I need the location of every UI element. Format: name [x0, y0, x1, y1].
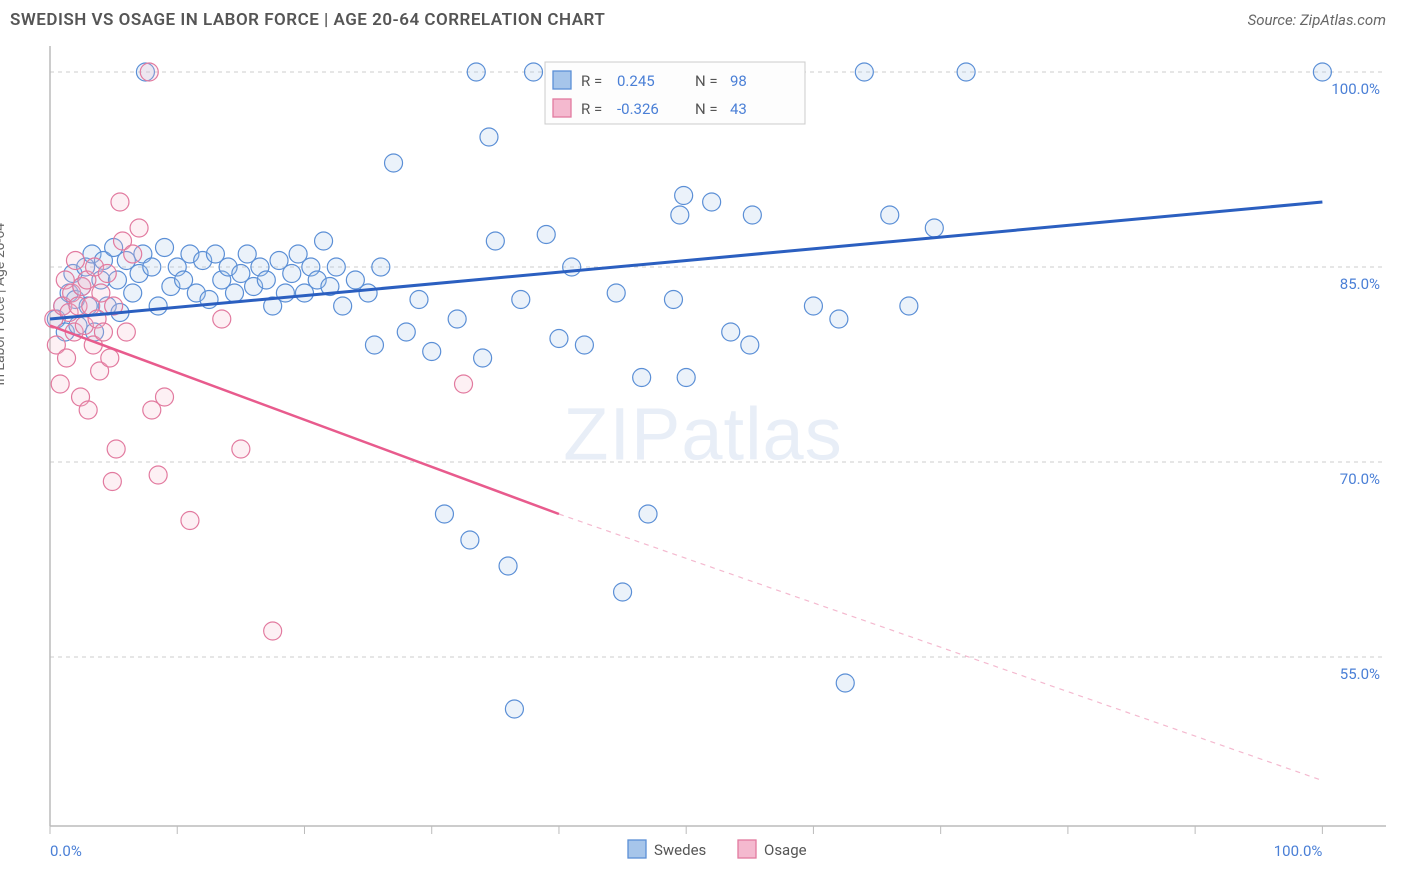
svg-text:100.0%: 100.0%	[1331, 80, 1380, 98]
svg-text:43: 43	[730, 100, 747, 118]
svg-text:N =: N =	[695, 72, 718, 90]
scatter-chart: 55.0% 70.0% 85.0% 100.0% 0.0% 100.0% R = 0.245 N…	[10, 36, 1396, 882]
svg-text:85.0%: 85.0%	[1340, 275, 1380, 293]
svg-text:0.245: 0.245	[617, 72, 655, 90]
svg-text:Osage: Osage	[764, 841, 807, 859]
svg-text:0.0%: 0.0%	[50, 842, 82, 860]
svg-text:Swedes: Swedes	[654, 841, 706, 859]
chart-source: Source: ZipAtlas.com	[1248, 11, 1386, 29]
svg-text:N =: N =	[695, 100, 718, 118]
svg-text:55.0%: 55.0%	[1340, 665, 1380, 683]
svg-text:100.0%: 100.0%	[1274, 842, 1323, 860]
svg-text:R =: R =	[581, 100, 602, 118]
y-axis-label: In Labor Force | Age 20-64	[0, 223, 8, 386]
svg-text:98: 98	[730, 72, 747, 90]
chart-title: SWEDISH VS OSAGE IN LABOR FORCE | AGE 20…	[10, 10, 605, 30]
svg-text:70.0%: 70.0%	[1340, 470, 1380, 488]
svg-text:-0.326: -0.326	[617, 100, 659, 118]
svg-text:R =: R =	[581, 72, 602, 90]
chart-container: In Labor Force | Age 20-64 ZIPatlas 55.0…	[10, 36, 1396, 882]
